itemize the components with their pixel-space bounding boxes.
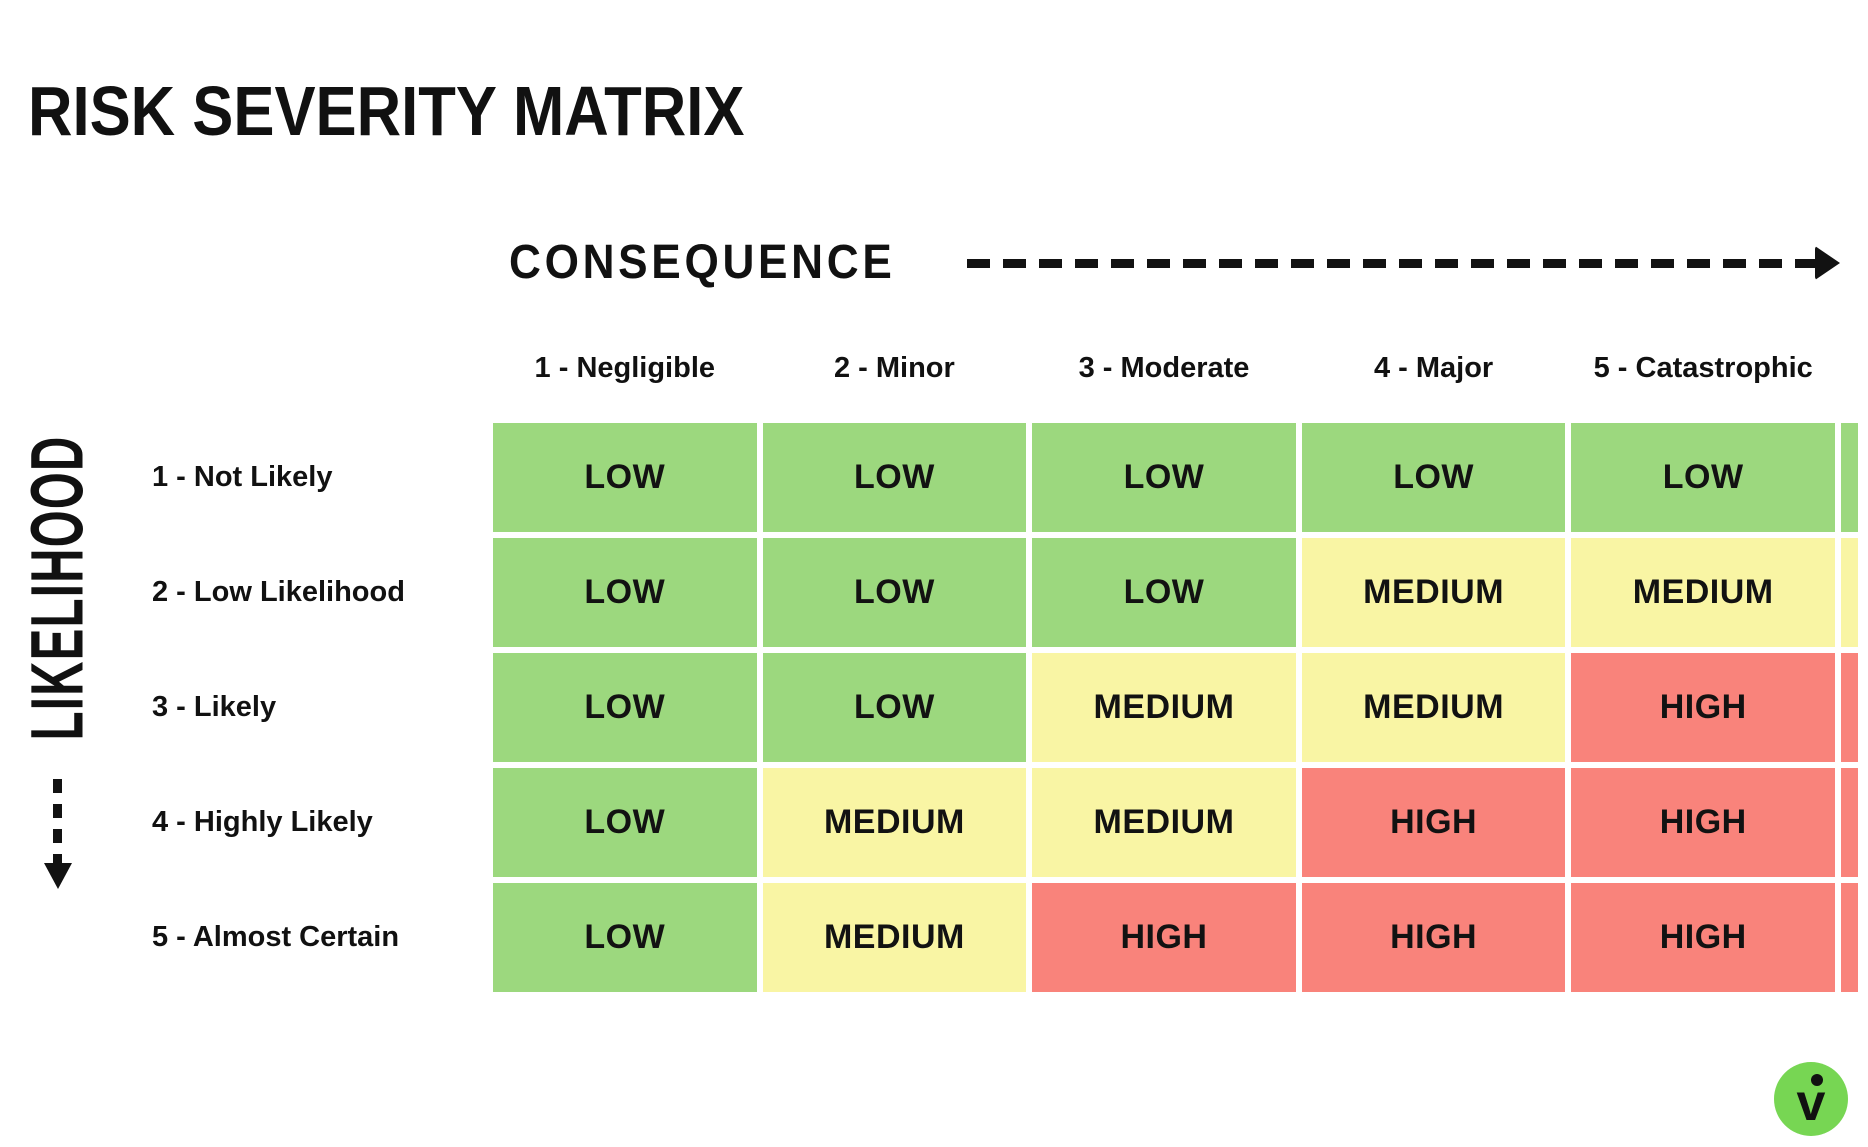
cropped-cell-r1 <box>1841 423 1858 532</box>
arrow-right-icon <box>967 246 1840 280</box>
page-title: RISK SEVERITY MATRIX <box>28 72 745 150</box>
matrix-cell-r4c2: MEDIUM <box>762 768 1027 877</box>
arrow-down-icon <box>53 779 62 863</box>
matrix-cell-r3c4: MEDIUM <box>1301 653 1566 762</box>
column-header-3: 3 - Moderate <box>1078 352 1250 384</box>
logo-letter: v <box>1796 1074 1826 1132</box>
matrix-cell-r1c3: LOW <box>1032 423 1296 532</box>
matrix-cell-r1c2: LOW <box>762 423 1027 532</box>
column-header-2: 2 - Minor <box>833 352 955 384</box>
matrix-cell-r5c3: HIGH <box>1032 883 1296 992</box>
matrix-cell-r2c5: MEDIUM <box>1571 538 1835 647</box>
cropped-cell-r4 <box>1841 768 1858 877</box>
row-label-4: 4 - Highly Likely <box>152 806 373 838</box>
cropped-column-strip <box>1841 423 1858 992</box>
matrix-cell-r4c4: HIGH <box>1301 768 1566 877</box>
cropped-cell-r2 <box>1841 538 1858 647</box>
matrix-cell-r1c5: LOW <box>1571 423 1835 532</box>
logo-dot <box>1811 1074 1823 1086</box>
column-header-1: 1 - Negligible <box>534 352 716 384</box>
matrix-cell-r5c5: HIGH <box>1571 883 1835 992</box>
matrix-cell-r5c1: LOW <box>493 883 757 992</box>
arrow-head <box>1815 246 1840 280</box>
matrix-cell-r4c3: MEDIUM <box>1032 768 1296 877</box>
cropped-cell-r3 <box>1841 653 1858 762</box>
venngage-logo-icon: v <box>1774 1062 1848 1136</box>
matrix-cell-r3c3: MEDIUM <box>1032 653 1296 762</box>
matrix-cell-r3c5: HIGH <box>1571 653 1835 762</box>
matrix-cell-r2c3: LOW <box>1032 538 1296 647</box>
cropped-cell-r5 <box>1841 883 1858 992</box>
row-labels: 1 - Not Likely 2 - Low Likelihood 3 - Like… <box>152 423 405 992</box>
matrix-cell-r3c2: LOW <box>762 653 1027 762</box>
matrix-cell-r5c2: MEDIUM <box>762 883 1027 992</box>
column-header-4: 4 - Major <box>1373 352 1494 384</box>
row-label-5: 5 - Almost Certain <box>152 921 400 953</box>
matrix-cell-r2c1: LOW <box>493 538 757 647</box>
matrix-cell-r3c1: LOW <box>493 653 757 762</box>
matrix-cell-r4c1: LOW <box>493 768 757 877</box>
arrow-head <box>44 863 72 889</box>
likelihood-axis-label: LIKELIHOOD <box>15 435 99 741</box>
matrix-cell-r2c4: MEDIUM <box>1301 538 1566 647</box>
risk-matrix-grid: LOW LOW LOW LOW LOW LOW LOW LOW MEDIUM MEDIUM LOW L… <box>493 423 1835 992</box>
dashed-line <box>967 258 1815 268</box>
matrix-cell-r1c1: LOW <box>493 423 757 532</box>
matrix-cell-r2c2: LOW <box>762 538 1027 647</box>
row-label-1: 1 - Not Likely <box>152 461 333 493</box>
column-headers: 1 - Negligible 2 - Minor 3 - Moderate 4 - M… <box>493 352 1835 385</box>
consequence-axis-label: CONSEQUENCE <box>509 236 896 289</box>
column-header-5: 5 - Catastrophic <box>1593 352 1813 384</box>
row-label-3: 3 - Likely <box>152 691 277 723</box>
row-label-2: 2 - Low Likelihood <box>152 576 405 608</box>
matrix-cell-r1c4: LOW <box>1301 423 1566 532</box>
matrix-cell-r5c4: HIGH <box>1301 883 1566 992</box>
consequence-axis: CONSEQUENCE <box>509 239 1840 287</box>
matrix-cell-r4c5: HIGH <box>1571 768 1835 877</box>
